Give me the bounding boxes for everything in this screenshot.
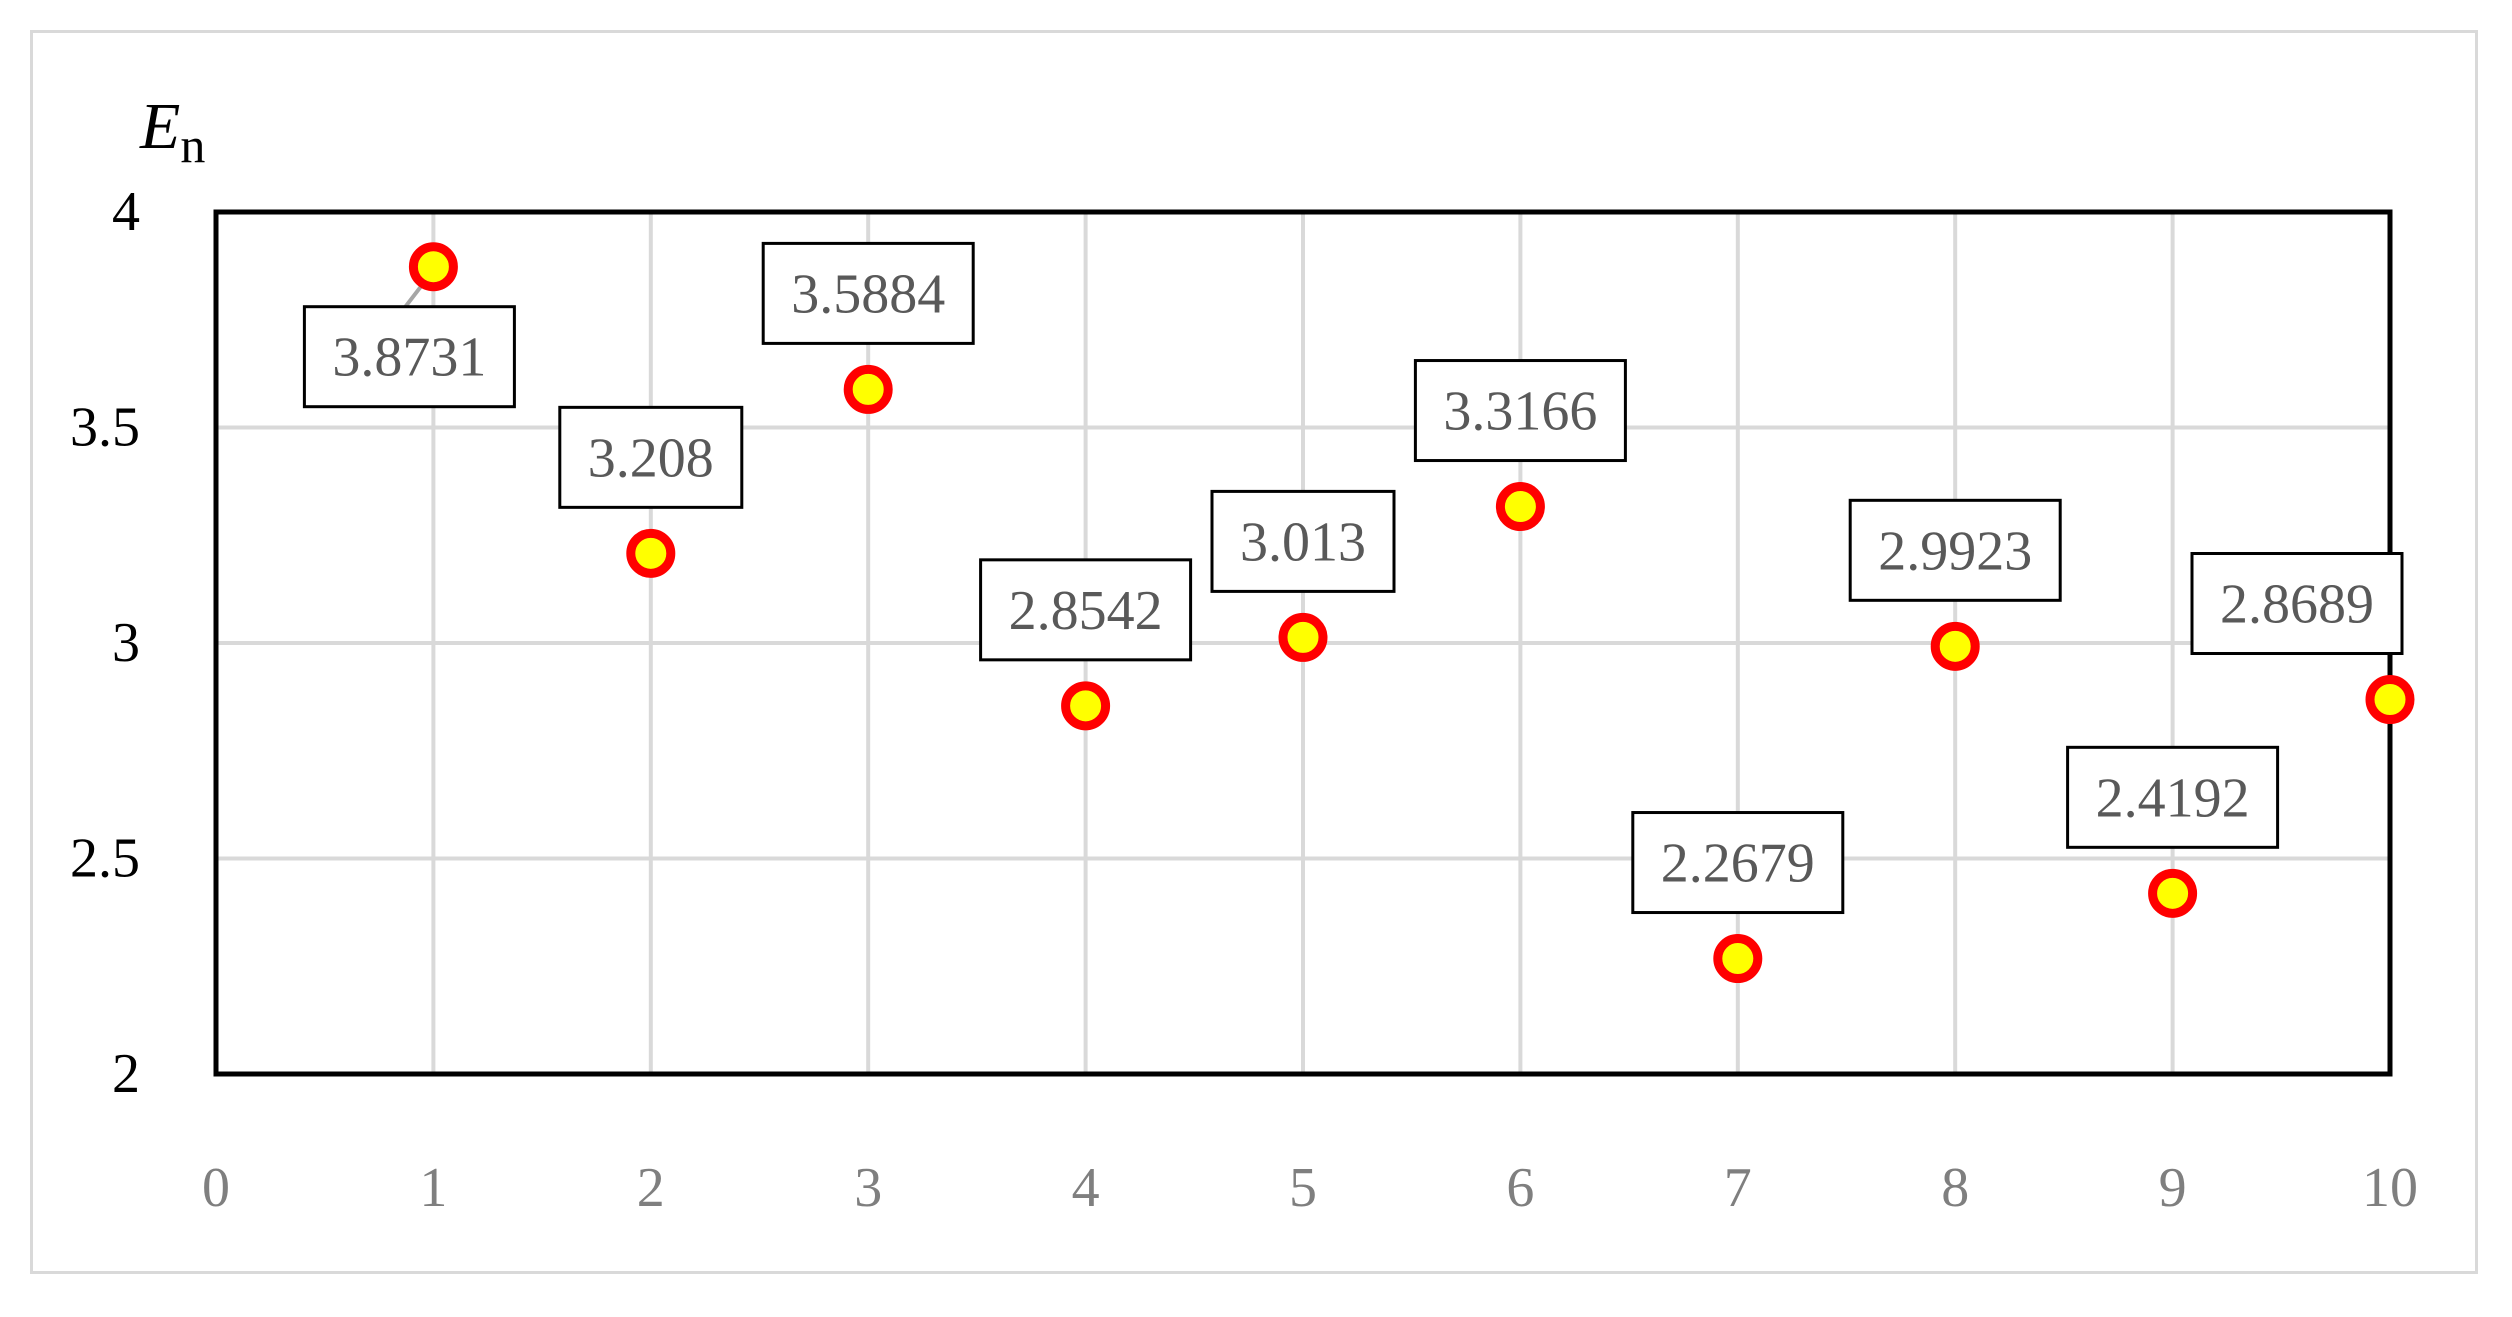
- x-tick-label: 5: [1289, 1157, 1317, 1219]
- data-label-box: [302, 305, 516, 409]
- y-axis-title: En: [139, 90, 205, 173]
- data-point: [843, 364, 893, 414]
- x-tick-label: 9: [2159, 1157, 2187, 1219]
- data-point: [408, 242, 458, 292]
- y-axis-ticks: 2 2.5 3 3.5 4: [70, 181, 140, 1105]
- data-label: 3.8731: [332, 327, 486, 389]
- data-point: [1278, 612, 1328, 662]
- data-point: [2365, 675, 2415, 725]
- x-tick-label: 0: [202, 1157, 230, 1219]
- y-tick-label: 2.5: [70, 828, 140, 890]
- data-points: [408, 242, 2415, 984]
- data-label: 2.8689: [2220, 574, 2374, 636]
- x-tick-label: 8: [1941, 1157, 1969, 1219]
- x-tick-label: 2: [637, 1157, 665, 1219]
- data-label: 3.5884: [791, 263, 945, 325]
- y-tick-label: 2: [112, 1043, 140, 1105]
- data-label: 2.9923: [1878, 520, 2032, 582]
- x-tick-label: 7: [1724, 1157, 1752, 1219]
- data-label: 3.3166: [1443, 381, 1597, 443]
- data-label-box: [1631, 811, 1845, 915]
- x-tick-label: 6: [1506, 1157, 1534, 1219]
- data-point: [1495, 482, 1545, 532]
- data-label-box: [2066, 745, 2280, 849]
- data-label: 3.208: [588, 427, 714, 489]
- x-tick-label: 4: [1072, 1157, 1100, 1219]
- x-tick-label: 1: [419, 1157, 447, 1219]
- x-axis-ticks: 0 1 2 3 4 5 6 7 8 9 10: [202, 1157, 2418, 1219]
- data-label-box: [1848, 498, 2062, 602]
- x-tick-label: 3: [854, 1157, 882, 1219]
- y-tick-label: 3.5: [70, 397, 140, 459]
- y-axis-title-subscript: n: [180, 117, 205, 173]
- chart-frame: [30, 30, 2478, 1274]
- data-label-box: [2190, 552, 2404, 656]
- data-point: [626, 528, 676, 578]
- data-label: 2.4192: [2096, 767, 2250, 829]
- data-point: [1713, 934, 1763, 984]
- data-point: [2148, 868, 2198, 918]
- data-point: [1930, 621, 1980, 671]
- y-axis-title-main: E: [139, 90, 180, 163]
- data-label: 2.8542: [1009, 580, 1163, 642]
- data-label-box: [761, 241, 975, 345]
- data-labels: 3.8731 3.208 3.5884 2.8542 3.013 3.3166 2.2679…: [302, 241, 2404, 915]
- data-label: 3.013: [1240, 511, 1366, 573]
- data-label-box: [1210, 489, 1396, 593]
- data-point: [1061, 681, 1111, 731]
- y-tick-label: 4: [112, 181, 140, 243]
- data-label-box: [1413, 359, 1627, 463]
- x-tick-label: 10: [2362, 1157, 2418, 1219]
- data-label: 2.2679: [1661, 833, 1815, 895]
- data-label-box: [979, 558, 1193, 662]
- y-tick-label: 3: [112, 612, 140, 674]
- data-label-box: [558, 405, 744, 509]
